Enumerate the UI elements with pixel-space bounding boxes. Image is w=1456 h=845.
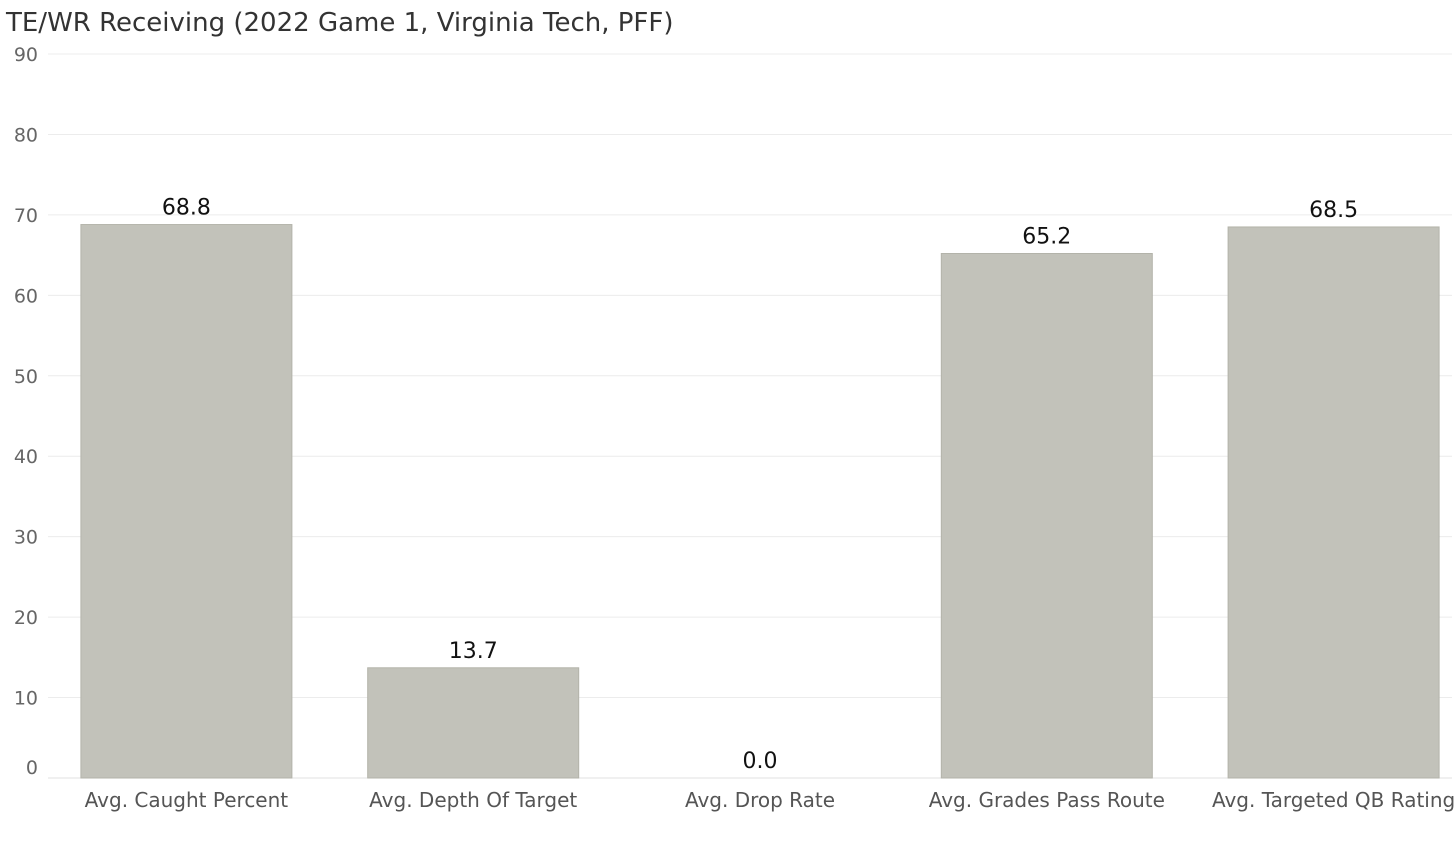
bar — [80, 224, 293, 779]
bar-value-label: 68.8 — [162, 196, 211, 221]
value-labels: 68.8 13.7 0.0 65.2 68.5 — [162, 196, 1358, 774]
category-label: Avg. Targeted QB Rating — [1212, 788, 1455, 812]
bar — [367, 667, 580, 779]
category-labels: Avg. Caught Percent Avg. Depth Of Target A… — [85, 788, 1456, 812]
y-tick-label: 80 — [14, 124, 38, 146]
bar-value-label: 65.2 — [1022, 225, 1071, 250]
y-tick-label: 60 — [14, 285, 38, 307]
bars — [80, 224, 1440, 779]
category-label: Avg. Drop Rate — [685, 788, 835, 812]
y-tick-label: 70 — [14, 205, 38, 227]
category-label: Avg. Depth Of Target — [369, 788, 577, 812]
y-tick-label: 30 — [14, 527, 38, 549]
bar — [1227, 226, 1440, 779]
y-tick-label: 0 — [26, 757, 38, 779]
y-tick-label: 10 — [14, 688, 38, 710]
y-tick-label: 90 — [14, 44, 38, 66]
y-tick-label: 50 — [14, 366, 38, 388]
category-label: Avg. Caught Percent — [85, 788, 289, 812]
chart-title: TE/WR Receiving (2022 Game 1, Virginia T… — [6, 8, 674, 38]
bar-value-label: 0.0 — [743, 749, 778, 774]
bar-value-label: 13.7 — [449, 639, 498, 664]
bar — [940, 253, 1153, 779]
y-tick-label: 20 — [14, 607, 38, 629]
y-tick-label: 40 — [14, 446, 38, 468]
bar-value-label: 68.5 — [1309, 198, 1358, 223]
y-axis-ticks: 0 10 20 30 40 50 60 70 80 90 — [14, 44, 38, 779]
category-label: Avg. Grades Pass Route — [929, 788, 1165, 812]
